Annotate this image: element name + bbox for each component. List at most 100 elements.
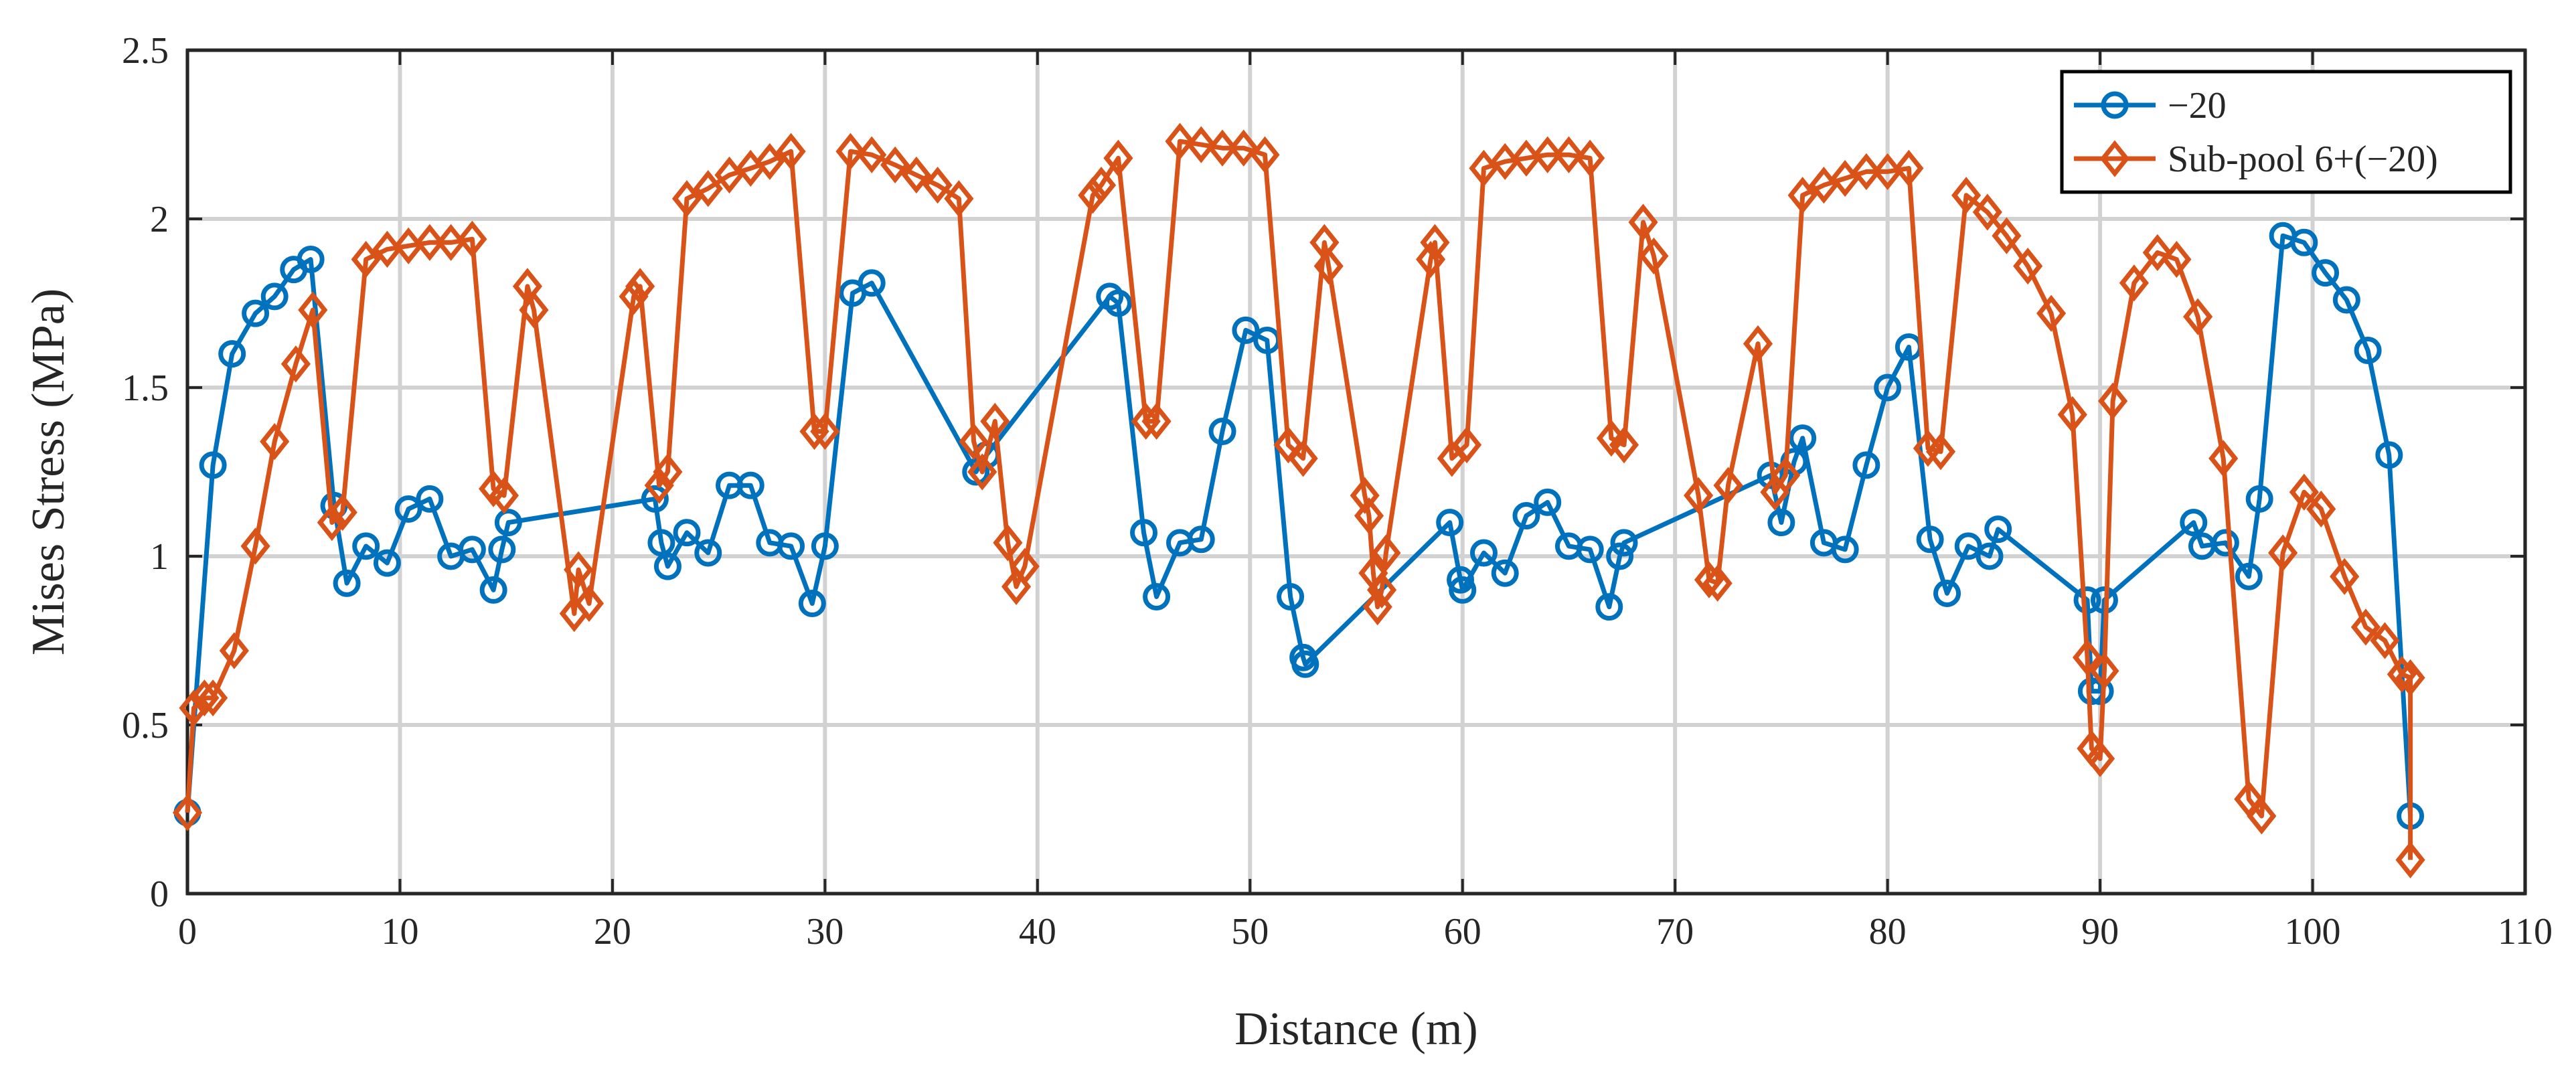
data-point xyxy=(1451,426,1482,464)
data-point xyxy=(1874,374,1902,402)
data-point xyxy=(1702,564,1733,602)
data-point xyxy=(2330,558,2360,595)
data-point xyxy=(944,180,974,218)
data-point xyxy=(574,584,605,623)
data-point xyxy=(1371,534,1401,572)
data-point xyxy=(857,136,887,173)
x-tick-label: 50 xyxy=(1231,911,1269,953)
data-point xyxy=(901,156,931,194)
data-point xyxy=(2387,655,2417,693)
data-point xyxy=(2013,247,2043,285)
data-point xyxy=(218,340,246,368)
data-point xyxy=(333,569,361,597)
data-point xyxy=(1576,536,1604,564)
data-point xyxy=(2098,382,2128,420)
data-point xyxy=(2268,534,2298,572)
data-point xyxy=(1228,129,1259,167)
data-point xyxy=(2395,841,2425,879)
data-point xyxy=(189,679,220,717)
x-tick-label: 80 xyxy=(1869,911,1907,953)
legend-marker xyxy=(2101,91,2129,119)
data-point xyxy=(2208,440,2239,477)
data-point xyxy=(922,166,953,204)
data-point xyxy=(2247,797,2277,835)
data-point xyxy=(694,539,722,567)
data-point xyxy=(1830,159,1860,197)
data-point xyxy=(298,291,328,329)
data-point xyxy=(1554,136,1584,173)
data-point xyxy=(2089,652,2119,689)
data-point xyxy=(394,495,422,523)
data-point xyxy=(1713,467,1743,504)
data-point xyxy=(219,632,249,669)
data-point xyxy=(373,549,401,577)
data-point xyxy=(1894,149,1924,187)
plot-frame xyxy=(185,48,2527,896)
data-point xyxy=(880,146,910,183)
data-point xyxy=(2370,622,2400,659)
x-tick-label: 0 xyxy=(178,911,197,953)
data-point xyxy=(1595,593,1623,621)
data-point xyxy=(199,451,227,479)
legend-box xyxy=(2060,70,2512,194)
x-tick-label: 30 xyxy=(806,911,843,953)
data-point xyxy=(2036,295,2067,332)
data-point xyxy=(993,524,1023,562)
data-point xyxy=(1992,217,2022,254)
y-tick-label: 1 xyxy=(150,536,169,578)
data-point xyxy=(2119,264,2149,302)
series-line xyxy=(185,139,2413,860)
series-1 xyxy=(172,122,2425,879)
x-tick-label: 90 xyxy=(2081,911,2119,953)
data-point xyxy=(693,170,723,208)
data-point xyxy=(1208,418,1236,446)
series-line xyxy=(185,233,2413,817)
data-point xyxy=(1288,440,1318,477)
data-point xyxy=(1831,536,1859,564)
y-tick-label: 2.5 xyxy=(122,30,169,72)
data-point xyxy=(835,133,866,170)
data-point xyxy=(2289,473,2319,511)
y-tick-label: 1.5 xyxy=(122,367,169,409)
data-point xyxy=(1277,582,1305,610)
x-tick-label: 110 xyxy=(2498,911,2553,953)
data-point xyxy=(1767,509,1795,537)
data-point xyxy=(1972,193,2002,231)
data-point xyxy=(1933,579,1961,607)
data-point xyxy=(1809,166,1839,204)
y-tick-label: 0.5 xyxy=(122,705,169,746)
x-tick-label: 20 xyxy=(594,911,631,953)
data-point xyxy=(798,590,826,618)
data-point xyxy=(1787,177,1818,214)
data-point xyxy=(1743,325,1773,363)
data-point xyxy=(1130,519,1158,547)
data-point xyxy=(810,412,840,450)
data-point xyxy=(1186,126,1216,163)
data-point xyxy=(479,576,507,604)
data-point xyxy=(457,220,487,258)
data-point xyxy=(2085,740,2115,778)
data-point xyxy=(2057,396,2087,433)
data-point xyxy=(1232,316,1260,344)
data-point xyxy=(1207,129,1238,167)
data-point xyxy=(1789,424,1817,452)
data-point xyxy=(1532,136,1562,173)
data-point xyxy=(2354,337,2382,365)
data-point xyxy=(1165,122,1195,160)
data-point xyxy=(671,180,702,218)
data-point xyxy=(959,423,989,461)
x-tick-label: 100 xyxy=(2285,911,2341,953)
data-point xyxy=(967,453,997,491)
data-point xyxy=(2290,228,2318,256)
data-point xyxy=(647,529,675,557)
data-point xyxy=(1313,247,1344,285)
x-tick-label: 60 xyxy=(1444,911,1481,953)
data-point xyxy=(2306,490,2336,528)
data-point xyxy=(1639,237,1669,275)
data-point xyxy=(1610,529,1638,557)
data-point xyxy=(1684,477,1714,514)
data-point xyxy=(260,423,290,461)
data-point xyxy=(653,552,681,580)
data-point xyxy=(1086,166,1117,204)
